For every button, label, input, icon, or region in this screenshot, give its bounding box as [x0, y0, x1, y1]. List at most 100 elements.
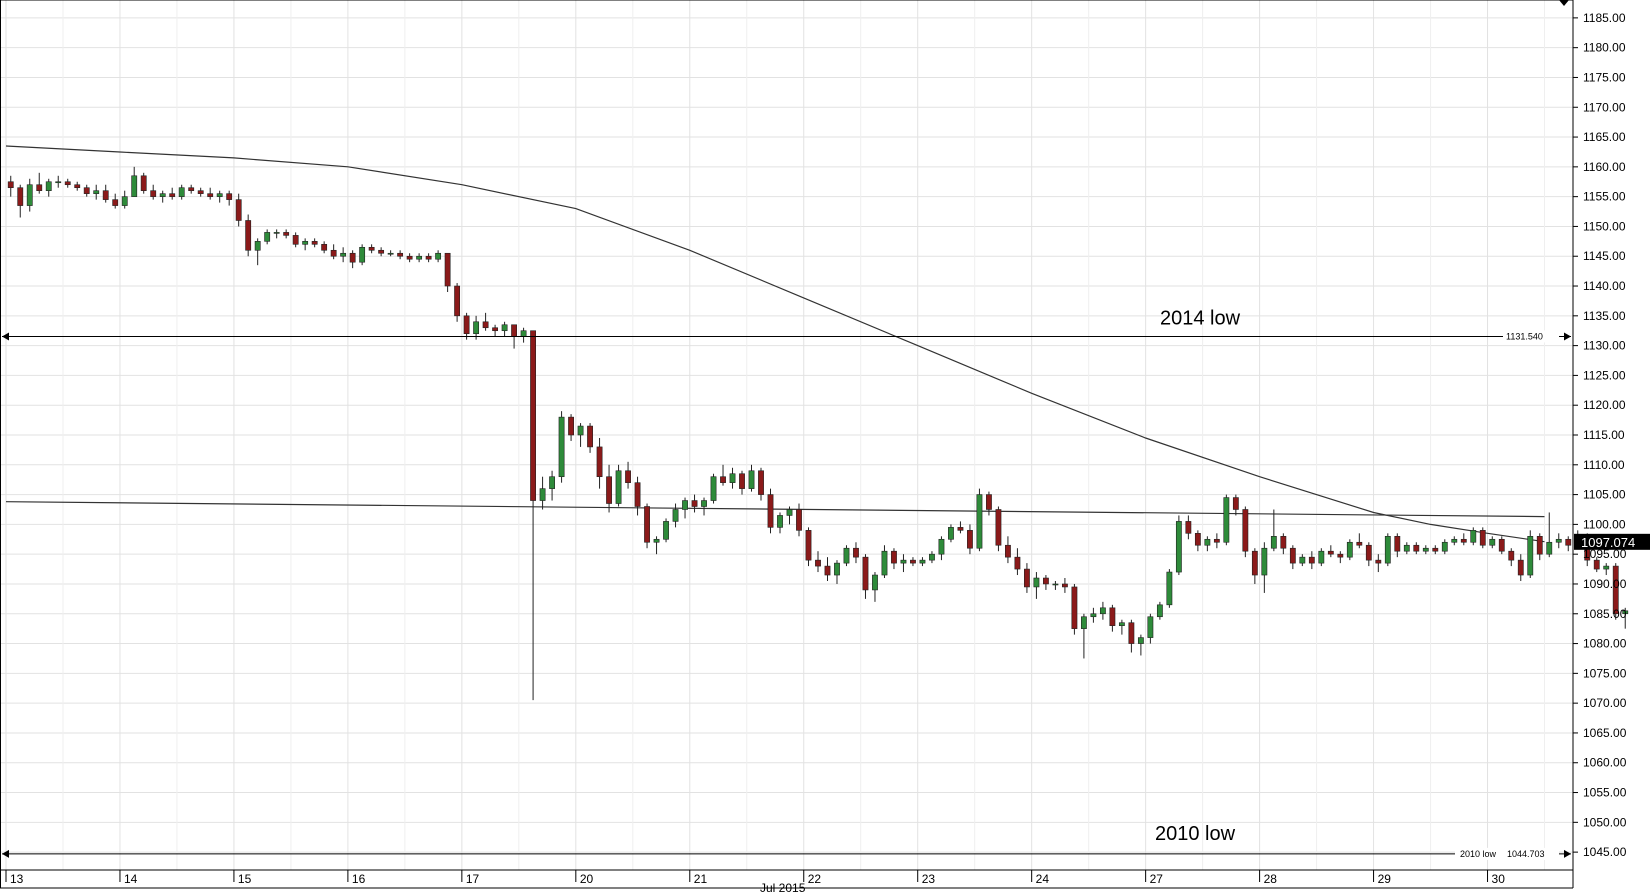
candle-body-up: [55, 181, 62, 184]
candle-body-up: [748, 470, 755, 489]
candle-body-up: [273, 232, 280, 234]
candle-body-down: [862, 556, 869, 591]
candle-body-down: [986, 494, 992, 510]
y-tick-label: 1120.00: [1583, 398, 1626, 412]
y-tick-label: 1155.00: [1583, 190, 1626, 204]
x-tick-label: 22: [808, 872, 822, 886]
candle-body-up: [539, 488, 546, 501]
candle: [1460, 533, 1467, 546]
candle: [482, 312, 489, 331]
candle: [302, 238, 309, 251]
candle: [986, 491, 992, 516]
candle-body-down: [606, 476, 612, 504]
candle: [995, 506, 1002, 552]
candle: [1308, 551, 1315, 570]
candle-body-down: [74, 184, 81, 189]
y-tick-label: 1080.00: [1583, 637, 1627, 651]
candle: [596, 437, 603, 489]
candle-body-up: [1052, 583, 1059, 586]
candle-body-up: [387, 252, 394, 255]
candle-body-up: [615, 470, 622, 504]
candle: [492, 324, 499, 337]
y-tick-label: 1110.00: [1583, 458, 1625, 472]
candle: [207, 187, 214, 200]
candle-body-down: [1479, 530, 1486, 546]
x-tick-label: 14: [124, 872, 138, 886]
y-tick-label: 1130.00: [1583, 339, 1626, 353]
candle-body-down: [492, 327, 499, 332]
candle: [710, 473, 717, 504]
candle: [397, 250, 404, 260]
candle: [1005, 536, 1011, 564]
candle-body-down: [758, 470, 764, 495]
candle: [682, 497, 688, 519]
candle: [1270, 509, 1277, 552]
candle: [720, 464, 726, 486]
candle: [169, 187, 176, 200]
candle: [1356, 533, 1363, 549]
candle: [1451, 536, 1458, 546]
candle-body-up: [216, 193, 223, 197]
candle-body-up: [1261, 547, 1268, 576]
candle-body-down: [444, 252, 451, 287]
candle: [1432, 545, 1439, 555]
candle-body-up: [121, 196, 128, 206]
candle-body-down: [169, 193, 176, 197]
candle-body-down: [425, 255, 432, 260]
candle-body-down: [1005, 544, 1011, 558]
candle-body-down: [311, 241, 318, 245]
candle-body-down: [967, 530, 973, 549]
level-2014-low-value: 1131.540: [1506, 331, 1543, 341]
last-price-label: 1097.074: [1581, 535, 1635, 550]
candle: [435, 250, 442, 263]
candle: [36, 172, 43, 194]
candle: [7, 175, 14, 197]
candle-body-up: [1318, 550, 1325, 564]
x-tick-label: 15: [238, 872, 252, 886]
candle-body-up: [1441, 541, 1448, 552]
candle-body-down: [292, 235, 299, 245]
candle-body-down: [1356, 541, 1363, 546]
candle: [910, 557, 916, 567]
x-tick-label: 23: [922, 872, 936, 886]
candle: [948, 524, 954, 543]
corner-marker: [1559, 0, 1569, 6]
candle: [1071, 583, 1078, 635]
candle: [805, 527, 812, 567]
candle: [853, 542, 859, 564]
candle-body-down: [17, 187, 24, 206]
candle: [1128, 619, 1135, 653]
candle-body-up: [701, 500, 707, 507]
candle: [929, 551, 935, 564]
candle: [758, 467, 764, 501]
candle-body-down: [406, 255, 413, 260]
candle: [1517, 554, 1524, 581]
candle: [1441, 539, 1448, 555]
candle-body-down: [910, 559, 916, 564]
candle: [1185, 515, 1192, 540]
candle: [359, 244, 366, 266]
candle-body-up: [93, 190, 100, 194]
candle: [197, 187, 204, 197]
candle: [1204, 536, 1211, 552]
candle: [1536, 533, 1543, 561]
candle: [967, 524, 973, 555]
candle-body-down: [188, 187, 195, 191]
candle-body-down: [463, 315, 470, 334]
candle: [1327, 545, 1334, 558]
candle: [891, 548, 897, 570]
y-tick-label: 1060.00: [1583, 756, 1627, 770]
candle-body-down: [796, 509, 802, 531]
candle-body-up: [1527, 536, 1534, 576]
candle-body-down: [368, 246, 375, 251]
candle: [1090, 607, 1097, 623]
candle-body-up: [159, 193, 166, 197]
candle-body-down: [1014, 556, 1021, 570]
candle-body-up: [254, 241, 261, 251]
candle: [340, 247, 347, 263]
y-tick-label: 1125.00: [1583, 368, 1626, 382]
candle-body-up: [340, 252, 347, 257]
